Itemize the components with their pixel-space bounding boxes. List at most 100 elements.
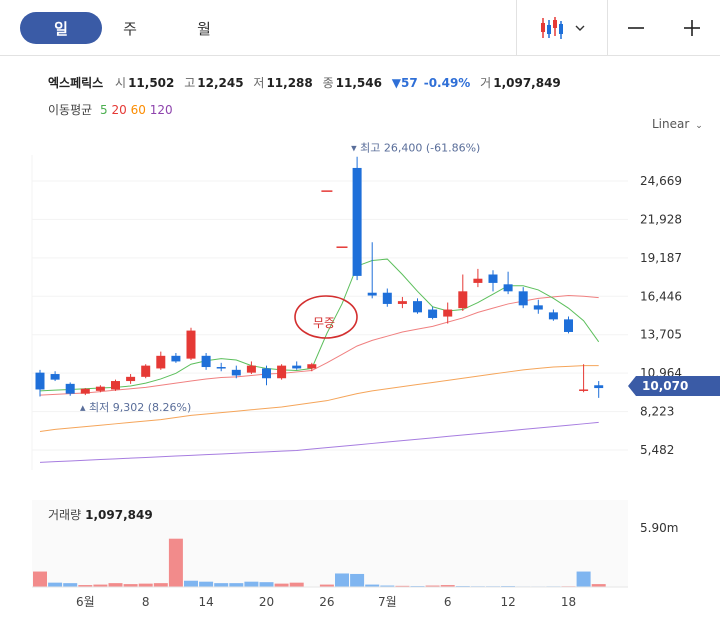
y-tick-label: 19,187 — [640, 251, 682, 265]
volume-bar — [93, 584, 108, 587]
high-label: 고 — [184, 76, 196, 90]
candle — [141, 364, 151, 379]
y-tick-label: 16,446 — [640, 289, 682, 303]
candle-body — [50, 374, 60, 380]
candle-body — [262, 368, 271, 379]
candle-body — [336, 246, 348, 248]
chart-annotations: ▾ 최고 26,400 (-61.86%) ▴ 최저 9,302 (8.26%)… — [80, 142, 678, 535]
y-tick-label: 5,482 — [640, 443, 674, 457]
candles — [35, 156, 604, 398]
chart-type-button[interactable] — [517, 0, 607, 56]
candle — [292, 361, 302, 370]
candle-body — [141, 365, 151, 377]
x-tick-label: 12 — [500, 595, 515, 609]
candle-body — [156, 355, 166, 369]
x-tick-label: 6 — [444, 595, 452, 609]
candle-body — [246, 365, 256, 373]
volume-panel-bg — [32, 500, 628, 587]
candle — [50, 371, 60, 382]
volume-bar — [123, 584, 138, 587]
volume-bar — [259, 582, 274, 587]
candle — [564, 316, 573, 334]
candlestick-icon — [541, 17, 563, 39]
candle-body — [533, 305, 543, 310]
candle — [186, 327, 196, 361]
volume-bar — [289, 582, 304, 587]
candle-body — [292, 365, 302, 369]
volume-bar — [48, 582, 63, 587]
candle-body — [35, 372, 45, 390]
candle-body — [548, 312, 558, 320]
candle-body — [216, 367, 226, 369]
low-price-label: ▴ 최저 9,302 (8.26%) — [80, 401, 191, 414]
volume-bar — [380, 585, 395, 587]
candle-body — [171, 355, 181, 362]
x-tick-label: 20 — [259, 595, 274, 609]
volume-bars — [32, 500, 628, 588]
candle — [594, 381, 604, 398]
candle — [65, 382, 75, 396]
volume-bar — [395, 585, 410, 587]
candle-body — [307, 364, 317, 369]
candle-body — [579, 389, 589, 391]
candle — [277, 364, 287, 380]
zoom-in-button[interactable] — [664, 0, 720, 56]
candle-body — [321, 190, 333, 192]
volume-bar — [576, 571, 591, 587]
candle-body — [443, 309, 453, 317]
y-tick-label: 13,705 — [640, 328, 682, 342]
x-axis: 6월 8 14 20 26 7월 6 12 18 — [76, 595, 576, 609]
volume-bar — [425, 585, 440, 587]
tab-monthly[interactable]: 월 — [197, 19, 211, 38]
low-value: 11,288 — [266, 76, 313, 90]
candle-body — [594, 385, 604, 389]
zoom-out-button[interactable] — [608, 0, 664, 56]
volume-bar — [108, 583, 123, 587]
candle — [397, 296, 407, 309]
moving-average-legend[interactable]: 이동평균 5 20 60 120 — [48, 101, 173, 118]
candle-body — [65, 383, 75, 394]
volume-bar — [229, 583, 244, 587]
volume-bar — [138, 583, 153, 587]
candle-body — [126, 376, 136, 382]
high-value: 12,245 — [197, 76, 244, 90]
candle-body — [413, 301, 422, 313]
candle — [533, 299, 543, 314]
chevron-down-icon — [575, 25, 585, 31]
scale-label: Linear — [652, 117, 690, 131]
candle — [367, 242, 377, 299]
minus-icon — [628, 27, 644, 29]
moving-average-label: 이동평균 — [48, 103, 93, 117]
period-tabs: 일 주 월 — [20, 12, 258, 44]
volume-bar — [440, 585, 455, 587]
tab-daily[interactable]: 일 — [20, 12, 102, 44]
chevron-down-icon: ⌄ — [695, 121, 703, 131]
candle-body — [111, 381, 120, 390]
x-tick-label: 6월 — [76, 595, 95, 609]
ma20-label: 20 — [111, 103, 127, 117]
candle — [262, 365, 271, 386]
volume-panel-label: 거래량 — [48, 508, 82, 522]
candle — [473, 268, 483, 288]
volume-bar — [350, 573, 365, 587]
ma5-label: 5 — [100, 103, 108, 117]
volume-bar — [214, 583, 229, 587]
volume-bar — [365, 584, 380, 587]
scale-dropdown[interactable]: Linear ⌄ — [652, 117, 703, 131]
x-tick-label: 14 — [198, 595, 213, 609]
volume-bar — [591, 584, 606, 587]
low-label: 저 — [253, 76, 265, 90]
volume-bar — [335, 573, 349, 587]
tab-weekly[interactable]: 주 — [123, 19, 137, 38]
y-tick-label: 21,928 — [640, 212, 682, 226]
candle-body — [503, 284, 513, 292]
volume-label: 거 — [480, 76, 492, 90]
candle — [171, 353, 181, 363]
candle — [382, 288, 392, 307]
ma60-line — [39, 365, 599, 433]
candle — [95, 385, 105, 393]
volume-bar — [78, 585, 93, 587]
volume-bar — [274, 583, 289, 587]
close-value: 11,546 — [335, 76, 382, 90]
